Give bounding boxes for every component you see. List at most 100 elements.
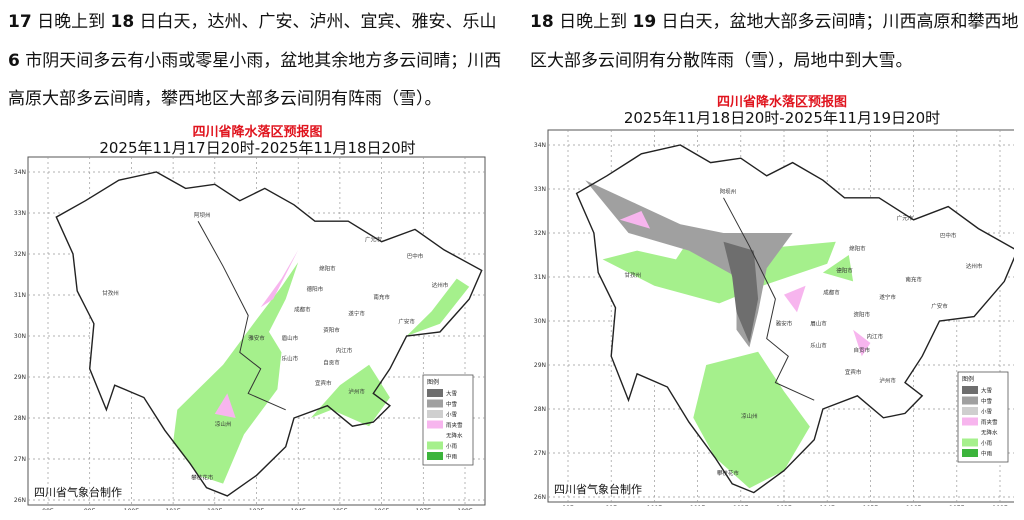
latitude-label: 28N — [14, 415, 26, 422]
city-label: 自贡市 — [854, 346, 871, 354]
legend-label: 中雨 — [446, 453, 458, 461]
paragraph-run: 市阴天间多云有小雨或零星小雨，盆地其余地方多云间晴；川西高原大部多云间晴，攀西地… — [8, 50, 502, 110]
city-label: 德阳市 — [307, 285, 324, 293]
latitude-label: 26N — [534, 494, 546, 501]
city-label: 绵阳市 — [319, 264, 336, 272]
legend-label: 雨夹雪 — [446, 421, 463, 429]
longitude-label: 106E — [906, 505, 921, 506]
city-label: 广元市 — [897, 214, 914, 222]
city-label: 成都市 — [823, 289, 840, 297]
city-label: 甘孜州 — [102, 289, 119, 297]
latitude-label: 30N — [14, 333, 26, 340]
map-title-left: 四川省降水落区预报图 — [192, 125, 323, 140]
latitude-label: 33N — [534, 186, 546, 193]
legend-label: 无降水 — [981, 429, 998, 437]
city-label: 成都市 — [294, 305, 311, 313]
legend-label: 小雪 — [446, 411, 458, 419]
longitude-label: 104E — [291, 508, 306, 510]
longitude-label: 107E — [949, 505, 964, 506]
city-label: 乐山市 — [810, 341, 827, 349]
longitude-label: 100E — [124, 508, 139, 510]
city-label: 阿坝州 — [720, 187, 737, 195]
longitude-label: 105E — [863, 505, 878, 506]
legend-label: 大雪 — [446, 390, 458, 398]
city-label: 巴中市 — [407, 252, 424, 260]
latitude-label: 32N — [14, 251, 26, 258]
legend-title: 图例 — [962, 375, 974, 383]
longitude-label: 103E — [249, 508, 264, 510]
city-label: 泸州市 — [879, 377, 896, 385]
legend-swatch — [427, 452, 443, 460]
legend-swatch — [962, 449, 978, 457]
city-label: 南充市 — [373, 293, 390, 301]
city-label: 攀枝花市 — [717, 469, 740, 477]
legend-label: 小雪 — [981, 408, 993, 416]
sleet-area — [214, 393, 236, 418]
latitude-label: 32N — [534, 230, 546, 237]
longitude-label: 106E — [374, 508, 389, 510]
legend-swatch — [962, 417, 978, 426]
latitude-label: 31N — [14, 292, 26, 299]
latitude-label: 29N — [14, 374, 26, 381]
city-label: 凉山州 — [215, 420, 232, 428]
latitude-label: 26N — [14, 497, 26, 504]
city-label: 眉山市 — [282, 334, 299, 342]
latitude-label: 27N — [534, 450, 546, 457]
paragraph-run: 6 — [8, 50, 20, 71]
sleet-area — [619, 211, 651, 229]
city-label: 资阳市 — [854, 311, 871, 319]
sleet-area — [784, 285, 806, 313]
paragraph-run: 18 — [530, 12, 554, 32]
legend-label: 雨夹雪 — [981, 418, 998, 426]
paragraph-run: 18 — [110, 12, 135, 32]
city-label: 德阳市 — [836, 267, 853, 275]
latitude-label: 29N — [534, 362, 546, 369]
legend-label: 中雪 — [446, 400, 458, 408]
city-label: 眉山市 — [810, 319, 827, 327]
legend-swatch — [427, 441, 443, 450]
legend-swatch — [962, 428, 978, 436]
precipitation-map-left: 26N 27N 28N 29N 30N 31N 32N 33N 34N 98E 99E 100E 101… — [14, 156, 486, 510]
province-boundary — [55, 171, 483, 497]
legend-swatch — [962, 407, 978, 415]
longitude-label: 101E — [165, 508, 180, 510]
city-label: 内江市 — [866, 333, 883, 341]
legend-label: 无降水 — [446, 432, 463, 440]
legend-swatch — [427, 399, 443, 408]
longitude-label: 98E — [42, 508, 54, 510]
longitude-label: 105E — [332, 508, 347, 510]
longitude-label: 99E — [605, 505, 617, 506]
latitude-label: 27N — [14, 456, 26, 463]
city-label: 南充市 — [905, 275, 922, 283]
light-rain-area — [406, 278, 470, 336]
city-label: 泸州市 — [348, 387, 365, 395]
light-rain-area — [173, 262, 299, 484]
longitude-label: 102E — [207, 508, 222, 510]
legend-swatch — [962, 386, 978, 394]
city-label: 资阳市 — [323, 326, 340, 334]
legend-swatch — [427, 389, 443, 397]
paragraph-run: 19 — [632, 12, 657, 32]
city-label: 雅安市 — [248, 334, 265, 342]
map-title-right: 四川省降水落区预报图 — [716, 95, 847, 110]
latitude-label: 31N — [534, 274, 546, 281]
latitude-label: 34N — [14, 169, 26, 176]
latitude-label: 34N — [534, 142, 546, 149]
map-credit: 四川省气象台制作 — [554, 482, 642, 496]
legend-swatch — [427, 410, 443, 418]
legend-swatch — [427, 431, 443, 439]
longitude-label: 104E — [820, 505, 835, 506]
city-label: 绵阳市 — [849, 245, 866, 253]
legend-label: 小雨 — [446, 442, 458, 450]
legend-label: 中雪 — [981, 397, 993, 405]
latitude-label: 33N — [14, 210, 26, 217]
light-rain-area — [822, 255, 854, 282]
city-label: 雅安市 — [776, 319, 793, 327]
paragraph-run: 日晚上到 — [31, 12, 111, 32]
legend-swatch — [962, 396, 978, 405]
legend-label: 中雨 — [981, 450, 993, 458]
paragraph-run: 日白天，达州、广安、泸州、宜宾、雅安、乐山 — [134, 12, 497, 32]
city-label: 宜宾市 — [315, 379, 332, 387]
